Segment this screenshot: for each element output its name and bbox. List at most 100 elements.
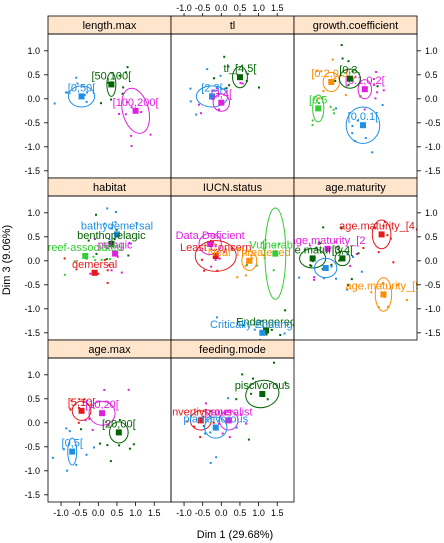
individual-point: [128, 447, 131, 450]
y-tick-label: -1.5: [24, 328, 40, 338]
x-tick-label: 1.5: [271, 3, 284, 13]
individual-point: [215, 316, 218, 319]
category-label: [0.3,: [339, 65, 360, 77]
individual-point: [355, 253, 358, 256]
individual-point: [83, 398, 86, 401]
individual-point: [99, 442, 102, 445]
category-label: age.maturity_[4,5: [339, 220, 424, 232]
individual-point: [204, 402, 207, 405]
individual-point: [124, 71, 127, 74]
x-tick-label: 1.0: [252, 508, 265, 518]
individual-point: [189, 100, 192, 103]
individual-point: [283, 332, 286, 335]
panel-tl: tl [2,3[tl_[4,5[[3,4[-1.0 -0.5 0.0 0.5 1.0 1.5: [170, 3, 295, 179]
individual-point: [103, 242, 106, 245]
y-tick-label: 1.0: [425, 46, 438, 56]
panel-plot-area: [0,50[[50,100[[100,200[: [53, 66, 159, 148]
individual-point: [346, 288, 349, 291]
confidence-ellipse: [71, 400, 92, 421]
panel-title: length.max: [83, 20, 137, 32]
confidence-ellipse: [334, 250, 351, 267]
individual-point: [193, 425, 196, 428]
x-tick-label: -1.0: [176, 3, 192, 13]
individual-point: [210, 265, 213, 268]
category-center: [309, 255, 316, 262]
individual-point: [231, 247, 234, 250]
individual-point: [65, 427, 68, 430]
y-tick-label: 1.0: [27, 208, 40, 218]
category-center: [69, 448, 76, 455]
individual-point: [88, 417, 91, 420]
category-label: [0,0.1[: [348, 111, 379, 123]
individual-point: [335, 107, 338, 110]
individual-point: [204, 408, 207, 411]
individual-point: [92, 255, 95, 258]
category-center: [99, 410, 106, 417]
individual-point: [116, 255, 119, 258]
x-tick-label: 0.0: [92, 508, 105, 518]
confidence-ellipse: [106, 71, 117, 97]
category-center: [218, 99, 225, 106]
individual-point: [212, 421, 215, 424]
individual-point: [215, 456, 218, 459]
individual-point: [257, 86, 260, 89]
confidence-ellipse: [121, 87, 151, 134]
individual-point: [322, 90, 325, 93]
y-tick-label: -1.5: [425, 328, 441, 338]
category-label: Near Threatened: [208, 247, 291, 259]
individual-point: [77, 421, 80, 424]
confidence-ellipse: [322, 71, 340, 93]
individual-point: [236, 276, 239, 279]
individual-point: [106, 281, 109, 284]
individual-point: [105, 244, 108, 247]
individual-point: [351, 132, 354, 135]
individual-point: [320, 70, 323, 73]
individual-point: [195, 113, 198, 116]
individual-point: [73, 260, 76, 263]
category-center: [259, 329, 266, 336]
individual-point: [273, 361, 276, 364]
individual-point: [260, 320, 263, 323]
individual-point: [363, 108, 366, 111]
individual-point: [75, 268, 78, 271]
individual-point: [239, 81, 242, 84]
x-tick-label: -1.0: [53, 508, 69, 518]
individual-point: [351, 125, 354, 128]
individual-point: [273, 244, 276, 247]
category-label: Critically Endangered: [210, 319, 315, 331]
panel-length-max: length.max [0,50[[50,100[[100,200[-1.5 -1.…: [24, 15, 172, 179]
individual-point: [214, 258, 217, 261]
x-tick-label: 0.5: [234, 508, 247, 518]
panel-title: habitat: [93, 182, 126, 194]
panel-plot-area: [5,10[[10,20[[20,00[[0,5[: [51, 388, 136, 472]
y-tick-label: 0.5: [27, 232, 40, 242]
category-center: [263, 327, 270, 334]
category-label: [20,00[: [102, 418, 136, 430]
individual-point: [383, 220, 386, 223]
y-tick-label: -0.5: [24, 280, 40, 290]
individual-point: [332, 108, 335, 111]
individual-point: [118, 419, 121, 422]
category-label: [5,10[: [68, 397, 96, 409]
individual-point: [372, 78, 375, 81]
individual-point: [206, 68, 209, 71]
individual-point: [111, 224, 114, 227]
individual-point: [121, 92, 124, 95]
category-center: [113, 231, 120, 238]
individual-point: [376, 85, 379, 88]
panel-feeding-mode: feeding.mode piscivorous invertivorousgene…: [170, 339, 295, 518]
confidence-ellipse: [264, 207, 287, 300]
panel-title: IUCN.status: [203, 182, 263, 194]
x-tick-label: 0.0: [215, 508, 228, 518]
category-center: [91, 269, 98, 276]
individual-point: [114, 210, 117, 213]
individual-point: [215, 86, 218, 89]
x-tick-label: 1.0: [252, 3, 265, 13]
individual-point: [317, 241, 320, 244]
individual-point: [223, 55, 226, 58]
individual-point: [189, 87, 192, 90]
category-label: Data Deficient: [176, 230, 245, 242]
category-center: [108, 81, 115, 88]
confidence-ellipse: [88, 400, 116, 426]
